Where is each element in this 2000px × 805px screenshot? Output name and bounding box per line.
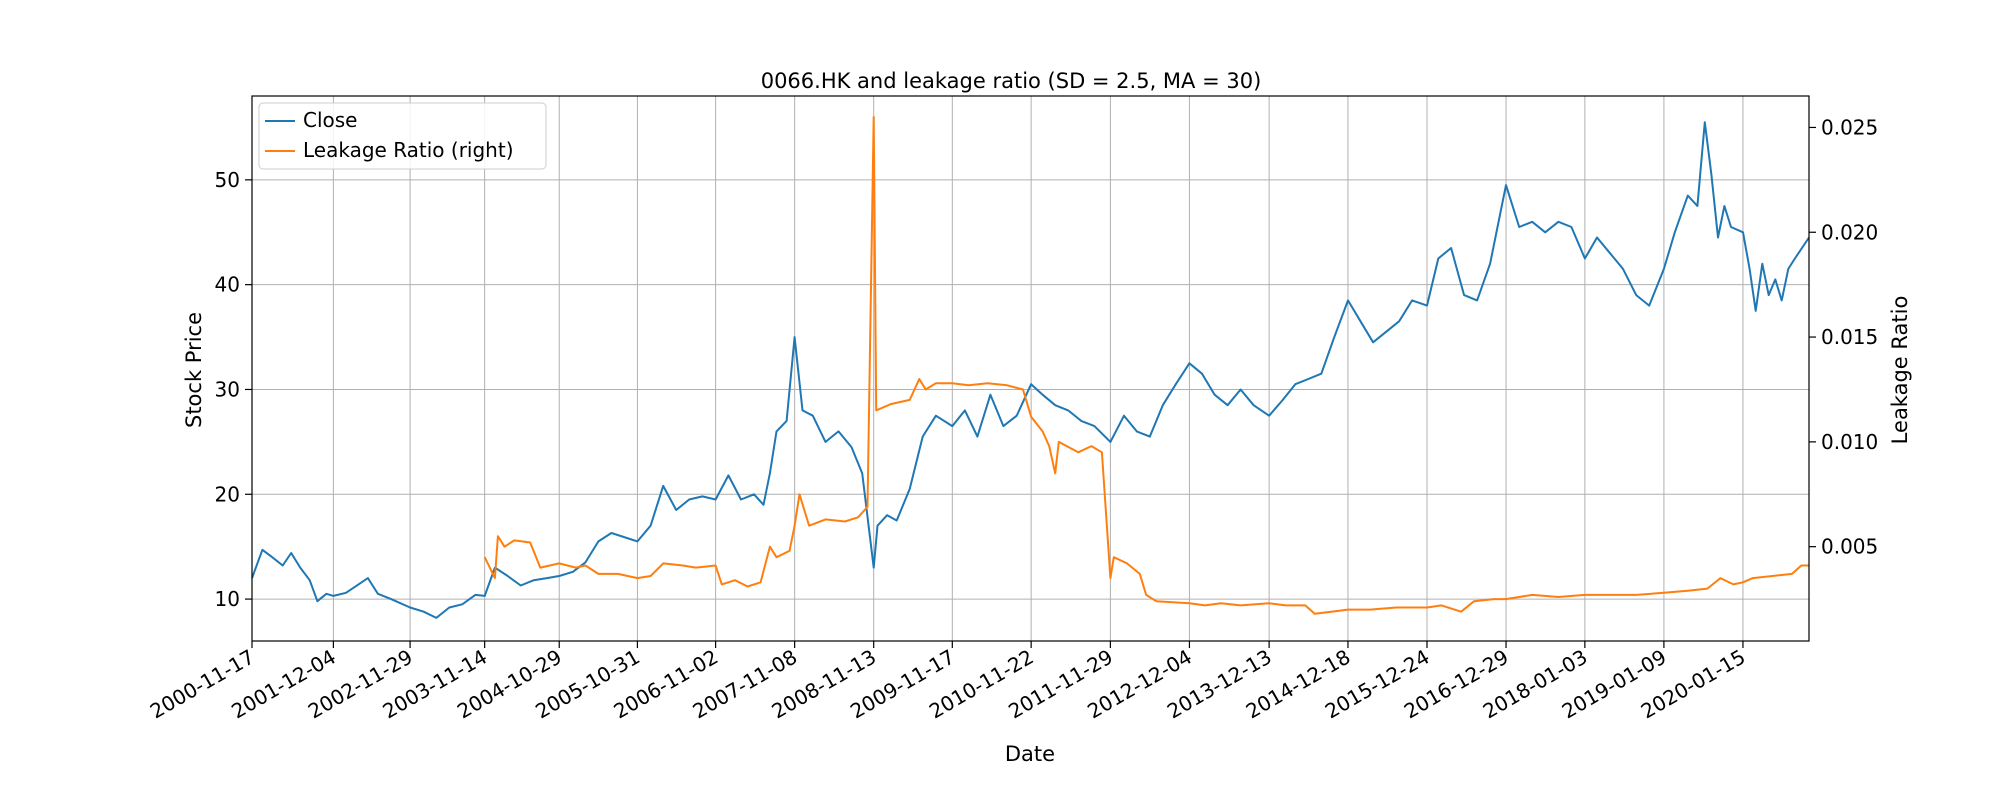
y2-tick-label: 0.015: [1821, 325, 1878, 349]
y-axis-left: 10 20 30 40 50: [215, 168, 252, 611]
y2-tick-label: 0.025: [1821, 115, 1878, 139]
y-axis-label: Stock Price: [182, 312, 206, 428]
close-series-line: [251, 121, 1810, 619]
x-axis-label: Date: [1005, 742, 1055, 766]
chart-title: 0066.HK and leakage ratio (SD = 2.5, MA …: [761, 69, 1262, 93]
y-tick-label: 20: [215, 482, 240, 506]
y-tick-label: 50: [215, 168, 240, 192]
legend: Close Leakage Ratio (right): [258, 102, 547, 170]
x-axis: 2000-11-172001-12-042002-11-292003-11-14…: [146, 641, 1749, 723]
y-tick-label: 40: [215, 273, 240, 297]
legend-label-leakage: Leakage Ratio (right): [303, 138, 514, 162]
y2-tick-label: 0.010: [1821, 430, 1878, 454]
plot-frame: [251, 95, 1810, 642]
y-tick-label: 30: [215, 377, 240, 401]
y2-tick-label: 0.020: [1821, 220, 1878, 244]
y-axis-right: 0.005 0.010 0.015 0.020 0.025: [1809, 115, 1878, 559]
legend-label-close: Close: [303, 108, 357, 132]
legend-box: [258, 102, 547, 170]
y-tick-label: 10: [215, 587, 240, 611]
y2-tick-label: 0.005: [1821, 535, 1878, 559]
series-layer: [251, 116, 1810, 619]
y2-axis-label: Leakage Ratio: [1888, 296, 1912, 445]
leakage-ratio-series-line: [483, 116, 1809, 615]
